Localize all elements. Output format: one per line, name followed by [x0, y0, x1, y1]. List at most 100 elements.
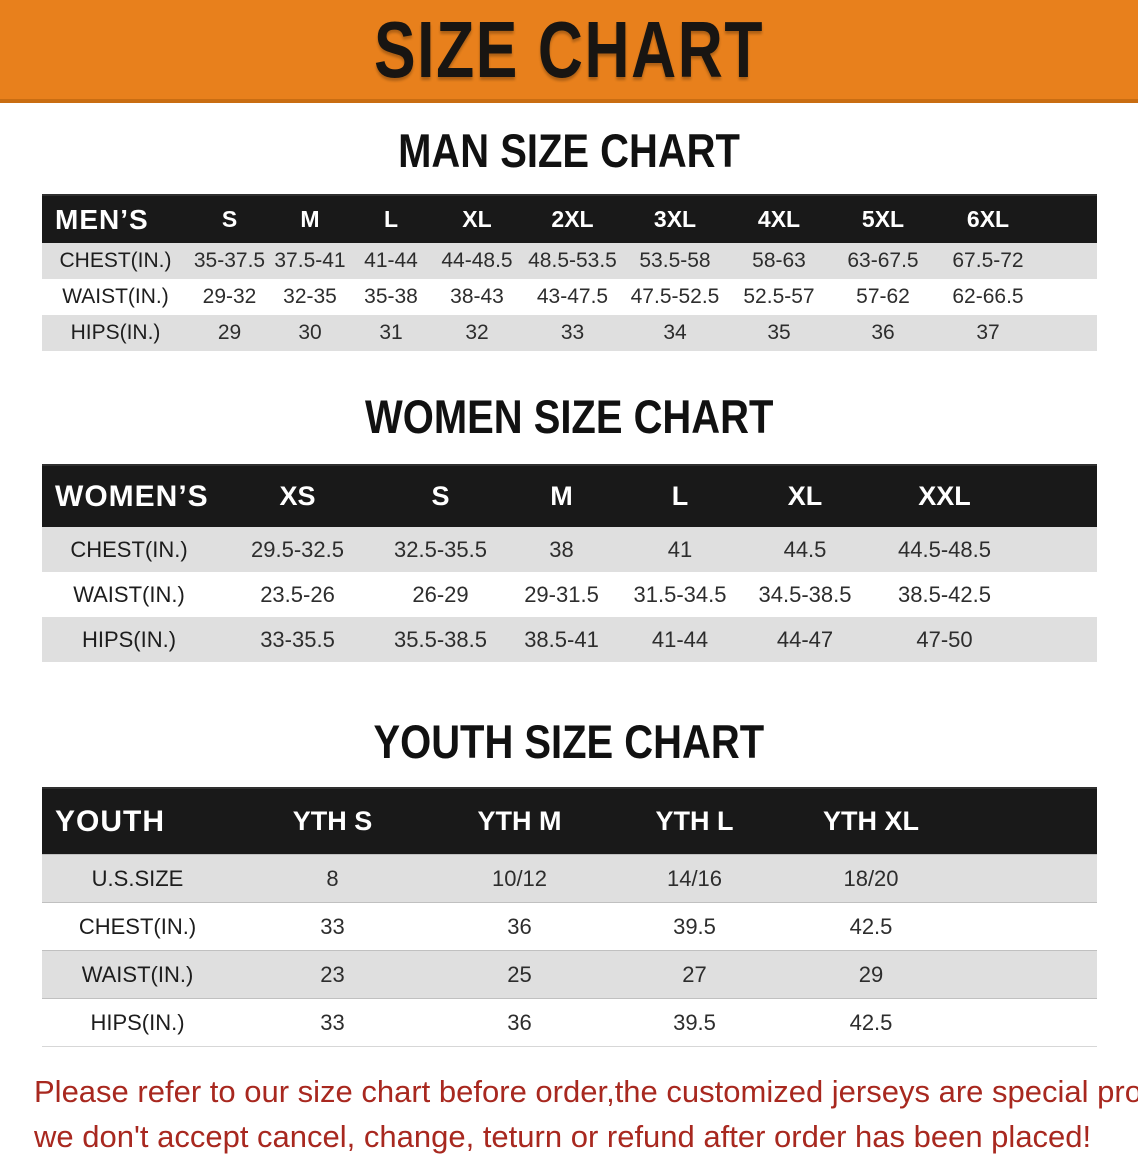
- table-row: WAIST(IN.) 23.5-26 26-29 29-31.5 31.5-34…: [42, 572, 1097, 617]
- size-cell: 33: [233, 998, 432, 1047]
- size-cell: 27: [607, 950, 782, 999]
- mens-col-header: 2XL: [522, 194, 623, 243]
- youth-corner-label: YOUTH: [42, 787, 233, 855]
- size-cell: 34.5-38.5: [739, 572, 871, 617]
- row-label: WAIST(IN.): [42, 572, 216, 617]
- womens-header-row: WOMEN’S XS S M L XL XXL: [42, 464, 1097, 527]
- size-cell: 35.5-38.5: [379, 617, 502, 662]
- size-cell: 36: [432, 902, 607, 951]
- size-cell: 44.5-48.5: [871, 527, 1097, 572]
- youth-col-header: YTH L: [607, 787, 782, 855]
- footer-note-line2: we don't accept cancel, change, teturn o…: [34, 1119, 1092, 1154]
- youth-header-row: YOUTH YTH S YTH M YTH L YTH XL: [42, 787, 1097, 855]
- size-cell: 26-29: [379, 572, 502, 617]
- row-label: CHEST(IN.): [42, 902, 233, 951]
- size-cell: 18/20: [782, 854, 1097, 903]
- size-cell: 42.5: [782, 998, 1097, 1047]
- size-cell: 37.5-41: [270, 243, 350, 279]
- mens-col-header: 3XL: [623, 194, 727, 243]
- youth-heading-text: YOUTH SIZE CHART: [373, 715, 765, 768]
- row-label: WAIST(IN.): [42, 950, 233, 999]
- size-cell: 25: [432, 950, 607, 999]
- row-label: WAIST(IN.): [42, 279, 189, 315]
- youth-section-heading: YOUTH SIZE CHART: [0, 712, 1138, 772]
- size-cell: 36: [831, 315, 935, 351]
- size-chart-banner: SIZE CHART: [0, 0, 1138, 103]
- womens-col-header: XXL: [871, 464, 1097, 527]
- mens-corner-label: MEN’S: [42, 194, 189, 243]
- row-label: HIPS(IN.): [42, 617, 216, 662]
- women-section-heading: WOMEN SIZE CHART: [0, 387, 1138, 447]
- table-row: HIPS(IN.) 33 36 39.5 42.5: [42, 998, 1097, 1047]
- size-cell: 33: [233, 902, 432, 951]
- row-label: HIPS(IN.): [42, 998, 233, 1047]
- size-cell: 63-67.5: [831, 243, 935, 279]
- size-cell: 29-31.5: [502, 572, 621, 617]
- size-cell: 10/12: [432, 854, 607, 903]
- size-cell: 67.5-72: [935, 243, 1097, 279]
- size-cell: 53.5-58: [623, 243, 727, 279]
- size-cell: 35-37.5: [189, 243, 270, 279]
- table-row: CHEST(IN.) 33 36 39.5 42.5: [42, 902, 1097, 951]
- mens-col-header: 5XL: [831, 194, 935, 243]
- youth-size-table: YOUTH YTH S YTH M YTH L YTH XL U.S.SIZE …: [42, 787, 1097, 1047]
- size-cell: 8: [233, 854, 432, 903]
- size-cell: 35: [727, 315, 831, 351]
- banner-title: SIZE CHART: [374, 4, 764, 94]
- size-cell: 29.5-32.5: [216, 527, 379, 572]
- size-cell: 47-50: [871, 617, 1097, 662]
- mens-col-header: 6XL: [935, 194, 1097, 243]
- mens-col-header: L: [350, 194, 432, 243]
- size-cell: 44-48.5: [432, 243, 522, 279]
- youth-col-header: YTH XL: [782, 787, 1097, 855]
- row-label: HIPS(IN.): [42, 315, 189, 351]
- table-row: CHEST(IN.) 29.5-32.5 32.5-35.5 38 41 44.…: [42, 527, 1097, 572]
- footer-note: Please refer to our size chart before or…: [0, 1069, 1138, 1159]
- size-cell: 31.5-34.5: [621, 572, 739, 617]
- size-cell: 30: [270, 315, 350, 351]
- size-cell: 37: [935, 315, 1097, 351]
- size-cell: 57-62: [831, 279, 935, 315]
- size-cell: 44-47: [739, 617, 871, 662]
- size-cell: 36: [432, 998, 607, 1047]
- size-cell: 33-35.5: [216, 617, 379, 662]
- womens-col-header: S: [379, 464, 502, 527]
- footer-note-line1: Please refer to our size chart before or…: [34, 1074, 1138, 1109]
- womens-size-table: WOMEN’S XS S M L XL XXL CHEST(IN.) 29.5-…: [42, 464, 1097, 662]
- size-cell: 23: [233, 950, 432, 999]
- size-cell: 29: [189, 315, 270, 351]
- mens-header-row: MEN’S S M L XL 2XL 3XL 4XL 5XL 6XL: [42, 194, 1097, 243]
- size-cell: 33: [522, 315, 623, 351]
- table-row: WAIST(IN.) 23 25 27 29: [42, 950, 1097, 999]
- mens-col-header: M: [270, 194, 350, 243]
- size-cell: 48.5-53.5: [522, 243, 623, 279]
- table-row: CHEST(IN.) 35-37.5 37.5-41 41-44 44-48.5…: [42, 243, 1097, 279]
- size-cell: 58-63: [727, 243, 831, 279]
- size-cell: 39.5: [607, 998, 782, 1047]
- size-cell: 29-32: [189, 279, 270, 315]
- women-heading-text: WOMEN SIZE CHART: [364, 390, 774, 443]
- men-section-heading: MAN SIZE CHART: [0, 121, 1138, 181]
- size-cell: 39.5: [607, 902, 782, 951]
- size-cell: 32.5-35.5: [379, 527, 502, 572]
- size-cell: 52.5-57: [727, 279, 831, 315]
- size-cell: 38: [502, 527, 621, 572]
- table-row: WAIST(IN.) 29-32 32-35 35-38 38-43 43-47…: [42, 279, 1097, 315]
- table-row: HIPS(IN.) 33-35.5 35.5-38.5 38.5-41 41-4…: [42, 617, 1097, 662]
- size-cell: 62-66.5: [935, 279, 1097, 315]
- youth-col-header: YTH S: [233, 787, 432, 855]
- size-cell: 14/16: [607, 854, 782, 903]
- size-cell: 31: [350, 315, 432, 351]
- size-cell: 44.5: [739, 527, 871, 572]
- row-label: CHEST(IN.): [42, 243, 189, 279]
- mens-col-header: S: [189, 194, 270, 243]
- size-cell: 38.5-42.5: [871, 572, 1097, 617]
- size-cell: 41: [621, 527, 739, 572]
- mens-col-header: XL: [432, 194, 522, 243]
- size-cell: 41-44: [621, 617, 739, 662]
- men-heading-text: MAN SIZE CHART: [398, 124, 740, 177]
- womens-col-header: XS: [216, 464, 379, 527]
- size-cell: 29: [782, 950, 1097, 999]
- table-row: HIPS(IN.) 29 30 31 32 33 34 35 36 37: [42, 315, 1097, 351]
- size-cell: 32-35: [270, 279, 350, 315]
